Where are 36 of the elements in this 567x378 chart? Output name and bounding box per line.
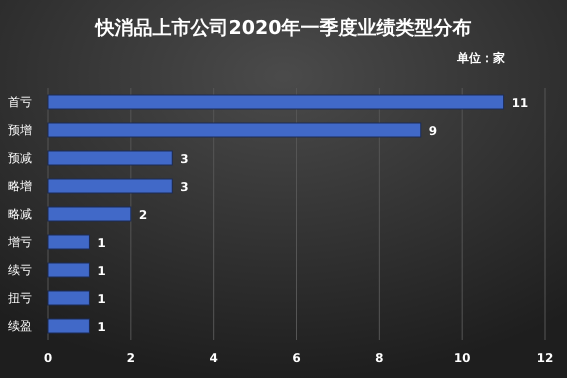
y-tick-label: 预减 [8, 151, 32, 165]
y-tick-label: 略增 [8, 179, 32, 193]
data-label: 9 [428, 124, 438, 138]
data-label: 2 [138, 208, 148, 222]
bar [48, 94, 504, 110]
x-tick-label: 12 [536, 351, 554, 365]
y-tick-label: 预增 [8, 123, 32, 137]
chart-title: 快消品上市公司2020年一季度业绩类型分布 [94, 17, 472, 39]
y-tick-label: 略减 [8, 207, 32, 221]
data-label: 11 [512, 96, 528, 110]
data-label: 3 [180, 180, 189, 194]
y-tick-label: 续盈 [8, 319, 32, 333]
y-tick-label: 首亏 [8, 95, 32, 109]
x-tick-label: 2 [126, 351, 136, 365]
x-tick-label: 8 [375, 351, 384, 365]
data-label: 1 [97, 264, 106, 278]
y-tick-label: 增亏 [7, 235, 32, 249]
data-label: 1 [97, 292, 106, 306]
x-tick-label: 0 [44, 351, 52, 365]
bar [48, 150, 173, 166]
data-label: 1 [97, 320, 106, 334]
y-tick-label: 续亏 [8, 263, 32, 277]
bar [48, 178, 173, 194]
y-tick-label: 扭亏 [8, 291, 32, 305]
data-label: 3 [180, 152, 189, 166]
text: 单位：家 [456, 51, 505, 65]
data-label: 1 [97, 236, 106, 250]
bar [48, 206, 132, 222]
bar [48, 262, 90, 278]
bar [48, 234, 90, 250]
bar [48, 318, 90, 334]
x-tick-label: 4 [209, 351, 218, 365]
bar [48, 290, 90, 306]
bar [48, 122, 422, 138]
x-tick-label: 6 [292, 351, 301, 365]
x-tick-label: 10 [454, 351, 471, 365]
